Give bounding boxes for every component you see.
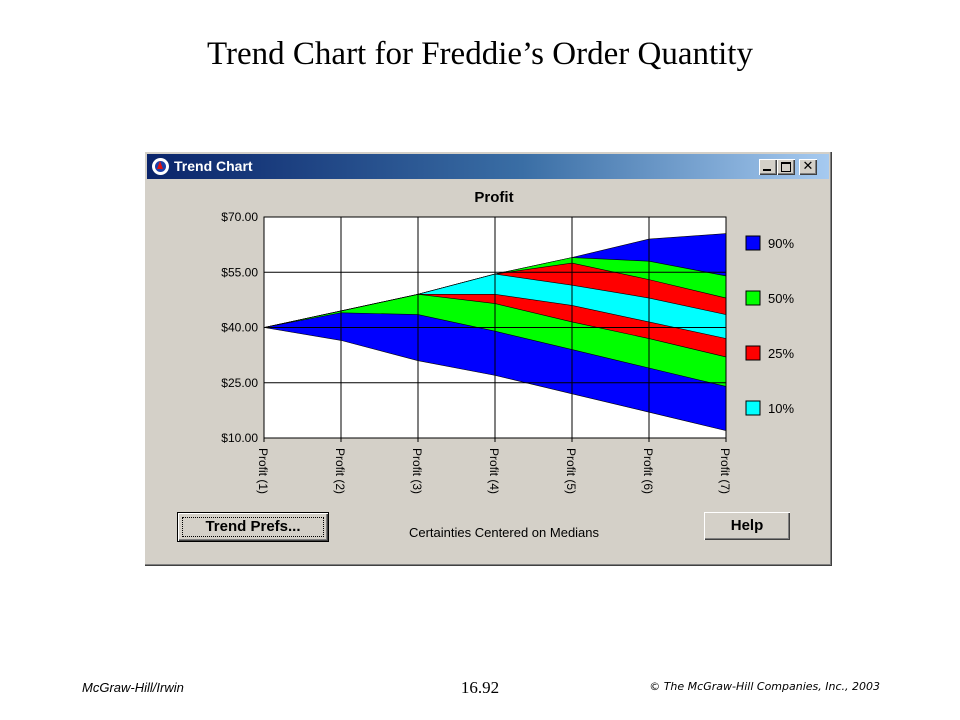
focus-rectangle: [182, 517, 324, 537]
minimize-icon: [763, 169, 771, 171]
help-button[interactable]: Help: [704, 512, 790, 540]
slide-title: Trend Chart for Freddie’s Order Quantity: [207, 36, 753, 72]
trend-chart-window: Trend Chart ✕ Profit $70.00 $55.00 $40.00 $…: [144, 151, 832, 566]
maximize-icon: [781, 162, 791, 172]
x-tick-label: Profit (6): [641, 448, 655, 494]
maximize-button[interactable]: [777, 159, 795, 175]
x-tick-label: Profit (3): [410, 448, 424, 494]
y-tick-label: $10.00: [221, 431, 258, 445]
close-icon: ✕: [802, 159, 814, 174]
window-title: Trend Chart: [174, 158, 253, 174]
y-tick-label: $70.00: [221, 210, 258, 224]
x-tick-label: Profit (4): [487, 448, 501, 494]
footer-copyright: © The McGraw-Hill Companies, Inc., 2003: [649, 680, 880, 693]
trend-prefs-button[interactable]: Trend Prefs...: [177, 512, 329, 542]
footer-publisher: McGraw-Hill/Irwin: [82, 680, 184, 695]
close-button[interactable]: ✕: [799, 159, 817, 175]
legend-label: 50%: [768, 291, 794, 306]
y-tick-label: $40.00: [221, 321, 258, 335]
legend-label: 90%: [768, 236, 794, 251]
legend-label: 25%: [768, 346, 794, 361]
x-tick-label: Profit (1): [256, 448, 270, 494]
x-tick-label: Profit (7): [718, 448, 732, 494]
plot-frame: [263, 216, 727, 439]
minimize-button[interactable]: [759, 159, 777, 175]
legend-swatch-25pct: [745, 345, 761, 361]
x-tick-label: Profit (2): [333, 448, 347, 494]
legend-swatch-10pct: [745, 400, 761, 416]
legend-swatch-50pct: [745, 290, 761, 306]
y-tick-label: $25.00: [221, 376, 258, 390]
legend-label: 10%: [768, 401, 794, 416]
legend-swatch-90pct: [745, 235, 761, 251]
window-titlebar[interactable]: Trend Chart ✕: [147, 154, 829, 179]
certainties-note: Certainties Centered on Medians: [408, 525, 600, 540]
crystal-ball-app-icon[interactable]: [152, 158, 169, 175]
trend-prefs-label: Trend Prefs...: [205, 518, 301, 535]
help-label: Help: [730, 517, 764, 534]
y-tick-label: $55.00: [221, 265, 258, 279]
trend-chart: $70.00 $55.00 $40.00 $25.00 $10.00 Profit (1)…: [221, 210, 794, 494]
footer-page-number: 16.92: [460, 678, 500, 697]
chart-title: Profit: [474, 189, 514, 206]
x-tick-label: Profit (5): [564, 448, 578, 494]
